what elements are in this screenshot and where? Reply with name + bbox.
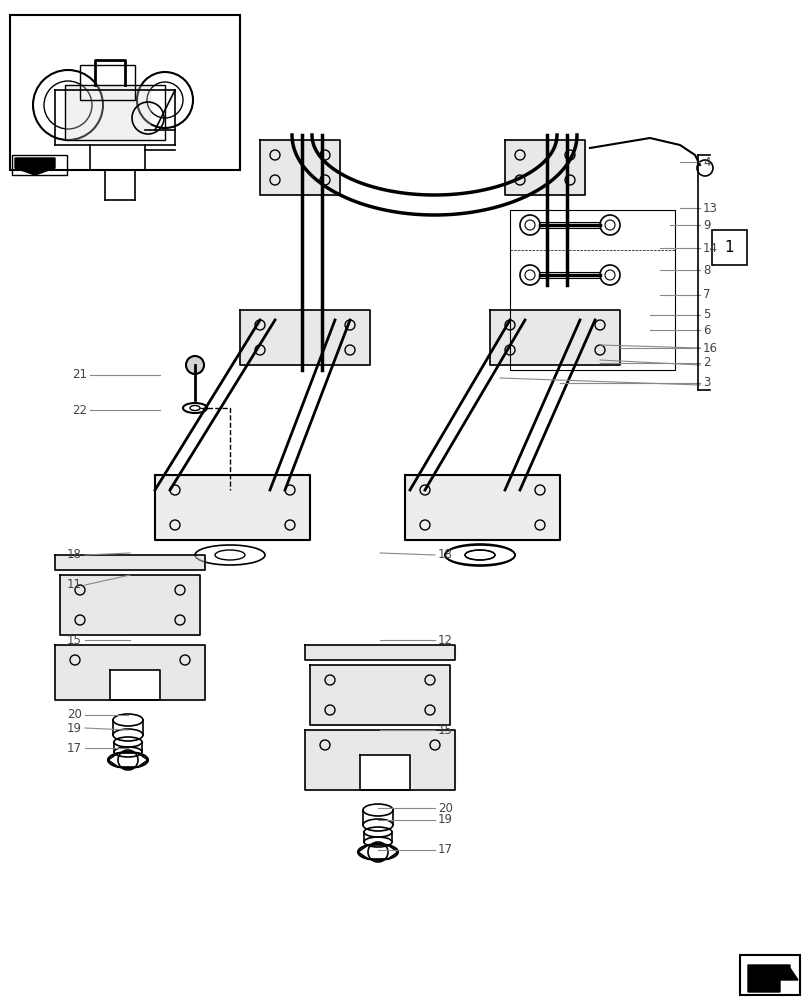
Bar — [10, 15, 240, 170]
Text: 21: 21 — [72, 368, 87, 381]
Bar — [739, 955, 799, 995]
Text: 13: 13 — [702, 202, 717, 215]
Text: 17: 17 — [437, 843, 453, 856]
Polygon shape — [240, 310, 370, 365]
Text: 22: 22 — [72, 403, 87, 416]
Text: 16: 16 — [702, 342, 717, 355]
Polygon shape — [260, 140, 340, 195]
Text: 7: 7 — [702, 288, 710, 302]
Polygon shape — [747, 965, 797, 992]
Text: 15: 15 — [67, 634, 82, 646]
Text: 14: 14 — [702, 241, 717, 254]
Bar — [509, 210, 674, 370]
Polygon shape — [305, 730, 454, 790]
Bar — [12, 155, 67, 175]
Text: 11: 11 — [67, 578, 82, 591]
Text: 2: 2 — [702, 357, 710, 369]
Text: 4: 4 — [702, 156, 710, 169]
Polygon shape — [50, 80, 180, 130]
Polygon shape — [55, 555, 204, 570]
Polygon shape — [155, 475, 310, 540]
Ellipse shape — [186, 356, 204, 374]
Polygon shape — [15, 158, 55, 175]
Polygon shape — [305, 645, 454, 660]
Polygon shape — [359, 755, 410, 790]
Text: 12: 12 — [437, 634, 453, 646]
Text: 8: 8 — [702, 263, 710, 276]
Text: 6: 6 — [702, 324, 710, 336]
Bar — [711, 230, 746, 265]
Text: 18: 18 — [67, 548, 82, 562]
Text: 15: 15 — [437, 723, 453, 736]
Text: 20: 20 — [437, 801, 453, 814]
Text: 9: 9 — [702, 219, 710, 232]
Text: 19: 19 — [437, 813, 453, 826]
Polygon shape — [310, 665, 449, 725]
Polygon shape — [55, 645, 204, 700]
Text: 18: 18 — [437, 548, 453, 562]
Polygon shape — [504, 140, 584, 195]
Bar — [80, 65, 135, 100]
Text: 1: 1 — [723, 239, 733, 254]
Text: 19: 19 — [67, 721, 82, 734]
Text: 20: 20 — [67, 708, 82, 721]
Polygon shape — [109, 670, 160, 700]
Polygon shape — [489, 310, 620, 365]
Text: 17: 17 — [67, 741, 82, 754]
Polygon shape — [405, 475, 560, 540]
Text: 3: 3 — [702, 376, 710, 389]
Polygon shape — [60, 575, 200, 635]
Bar — [65, 85, 165, 140]
Text: 5: 5 — [702, 308, 710, 322]
